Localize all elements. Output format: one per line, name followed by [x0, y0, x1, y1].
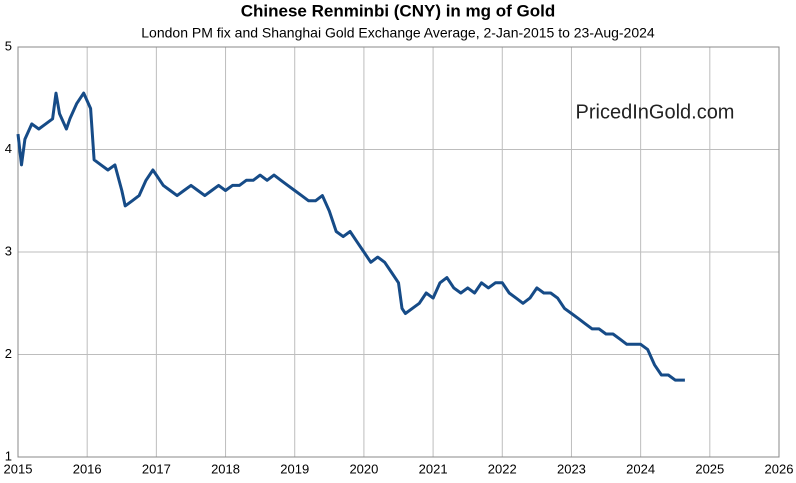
- chart-subtitle: London PM fix and Shanghai Gold Exchange…: [141, 25, 655, 41]
- x-tick-label: 2020: [349, 461, 378, 476]
- x-tick-label: 2025: [695, 461, 724, 476]
- y-tick-label: 1: [5, 448, 12, 463]
- x-tick-label: 2016: [73, 461, 102, 476]
- data-line: [16, 91, 685, 382]
- x-tick-label: 2023: [557, 461, 586, 476]
- x-tick-label: 2015: [4, 461, 33, 476]
- y-tick-label: 2: [5, 346, 12, 361]
- plot-frame: [17, 46, 780, 458]
- x-tick-label: 2026: [765, 461, 794, 476]
- x-tick-label: 2019: [280, 461, 309, 476]
- x-tick-label: 2021: [419, 461, 448, 476]
- x-tick-label: 2018: [211, 461, 240, 476]
- y-tick-label: 5: [5, 38, 12, 53]
- x-tick-label: 2024: [626, 461, 655, 476]
- watermark: PricedInGold.com: [576, 101, 735, 123]
- chart-title: Chinese Renminbi (CNY) in mg of Gold: [241, 1, 556, 20]
- y-tick-label: 4: [5, 141, 12, 156]
- y-tick-label: 3: [5, 243, 12, 258]
- x-tick-label: 2022: [488, 461, 517, 476]
- x-tick-label: 2017: [142, 461, 171, 476]
